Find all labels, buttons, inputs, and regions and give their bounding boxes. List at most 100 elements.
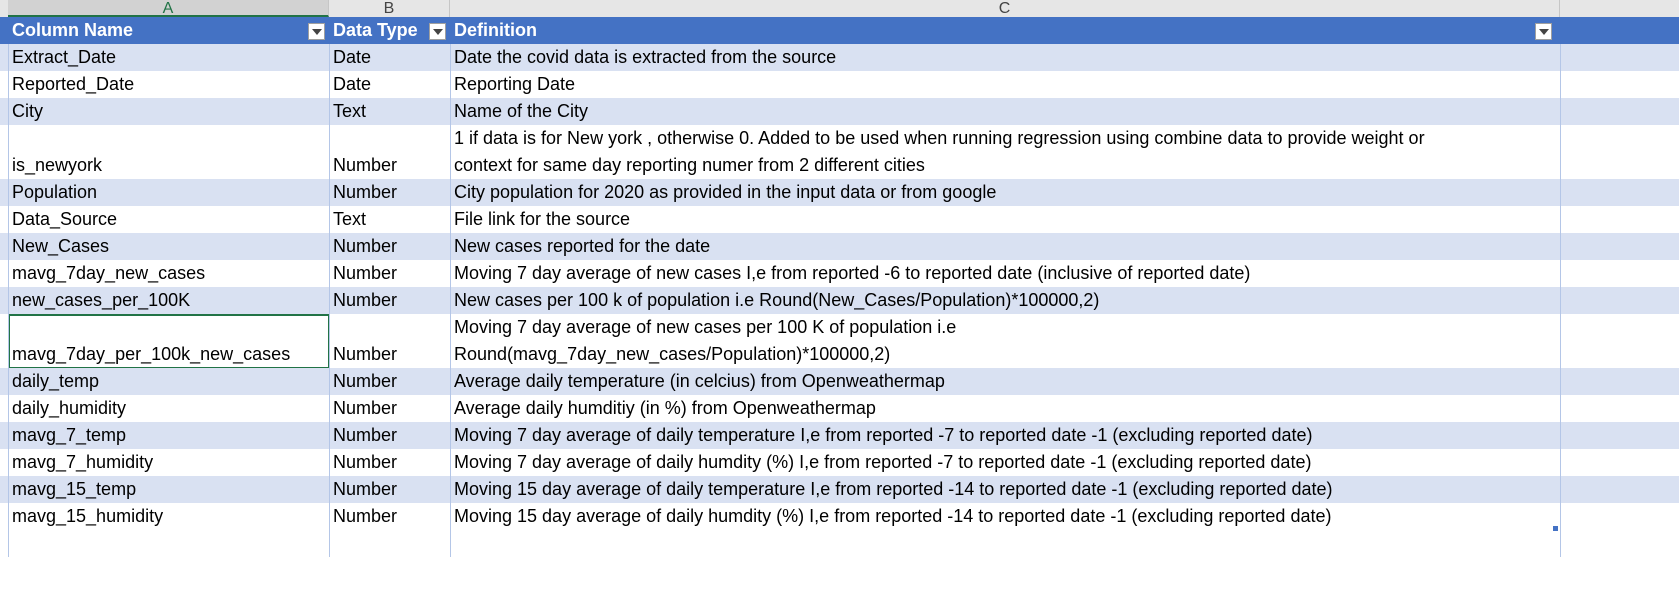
cell-column-name[interactable]: Extract_Date xyxy=(12,47,117,67)
cell-data-type[interactable]: Number xyxy=(333,290,398,310)
table-row: Data_Source Text File link for the source xyxy=(0,206,1679,233)
cell-data-type[interactable]: Number xyxy=(333,425,398,445)
cell-data-type[interactable]: Number xyxy=(333,506,398,526)
cell-definition[interactable]: Moving 7 day average of daily temperatur… xyxy=(450,422,1560,449)
cell-column-name[interactable]: mavg_15_humidity xyxy=(12,506,164,526)
cell-definition[interactable]: Moving 7 day average of new cases per 10… xyxy=(450,314,1560,368)
cell-column-name[interactable]: daily_temp xyxy=(12,371,100,391)
definition-line: New cases reported for the date xyxy=(454,236,711,256)
table-row: mavg_15_temp Number Moving 15 day average … xyxy=(0,476,1679,503)
table-row: Extract_Date Date Date the covid data is e… xyxy=(0,44,1679,71)
table-header-row: Column Name Data Type Definition xyxy=(0,17,1679,44)
cell-column-name[interactable]: daily_humidity xyxy=(12,398,127,418)
cell-definition[interactable]: City population for 2020 as provided in … xyxy=(450,179,1560,206)
definition-line: Moving 15 day average of daily humdity (… xyxy=(454,506,1332,526)
cell-definition[interactable]: Moving 7 day average of daily humdity (%… xyxy=(450,449,1560,476)
cell-column-name[interactable]: is_newyork xyxy=(12,155,103,175)
header-cell-data-type[interactable]: Data Type xyxy=(333,20,418,40)
cell-data-type[interactable]: Text xyxy=(333,209,367,229)
definition-line: Reporting Date xyxy=(454,74,576,94)
definition-line: 1 if data is for New york , otherwise 0.… xyxy=(454,128,1425,148)
column-gridline xyxy=(1560,44,1561,557)
definition-line: Name of the City xyxy=(454,101,589,121)
cell-column-name[interactable]: City xyxy=(12,101,43,121)
table-row: daily_humidity Number Average daily humdit… xyxy=(0,395,1679,422)
cell-data-type[interactable]: Number xyxy=(333,479,398,499)
definition-line: City population for 2020 as provided in … xyxy=(454,182,997,202)
column-header-b[interactable]: B xyxy=(329,0,450,17)
cell-column-name[interactable]: Population xyxy=(12,182,98,202)
cell-data-type[interactable]: Number xyxy=(333,398,398,418)
cell-data-type[interactable]: Number xyxy=(333,182,398,202)
definition-line: New cases per 100 k of population i.e Ro… xyxy=(454,290,1100,310)
table-row: Reported_Date Date Reporting Date xyxy=(0,71,1679,98)
table-resize-handle[interactable] xyxy=(1553,526,1558,531)
cell-definition[interactable]: Reporting Date xyxy=(450,71,1560,98)
cell-data-type[interactable]: Number xyxy=(333,236,398,256)
cell-definition[interactable]: Average daily temperature (in celcius) f… xyxy=(450,368,1560,395)
definition-line: Average daily humditiy (in %) from Openw… xyxy=(454,398,876,418)
table-row: mavg_7_humidity Number Moving 7 day averag… xyxy=(0,449,1679,476)
cell-column-name[interactable]: Reported_Date xyxy=(12,74,135,94)
definition-line: Date the covid data is extracted from th… xyxy=(454,47,837,67)
definition-line: Moving 7 day average of daily temperatur… xyxy=(454,425,1313,445)
table-row: mavg_7_temp Number Moving 7 day average of… xyxy=(0,422,1679,449)
cell-definition[interactable]: Average daily humditiy (in %) from Openw… xyxy=(450,395,1560,422)
cell-column-name[interactable]: mavg_7_temp xyxy=(12,425,127,445)
filter-dropdown-icon[interactable] xyxy=(429,23,446,40)
column-header-c[interactable]: C xyxy=(450,0,1560,17)
cell-column-name[interactable]: new_cases_per_100K xyxy=(12,290,191,310)
cell-data-type[interactable]: Date xyxy=(333,74,372,94)
cell-column-name[interactable]: mavg_7day_new_cases xyxy=(12,263,206,283)
cell-definition[interactable]: New cases per 100 k of population i.e Ro… xyxy=(450,287,1560,314)
table-row: mavg_7day_per_100k_new_cases Number Moving… xyxy=(0,314,1679,368)
definition-line: Moving 7 day average of new cases I,e fr… xyxy=(454,263,1251,283)
column-gridline xyxy=(8,44,9,557)
table-row: mavg_15_humidity Number Moving 15 day aver… xyxy=(0,503,1679,530)
cell-definition[interactable]: Date the covid data is extracted from th… xyxy=(450,44,1560,71)
cell-definition[interactable]: Moving 15 day average of daily humdity (… xyxy=(450,503,1560,530)
cell-column-name[interactable]: mavg_15_temp xyxy=(12,479,137,499)
cell-definition[interactable]: Moving 15 day average of daily temperatu… xyxy=(450,476,1560,503)
filter-dropdown-icon[interactable] xyxy=(308,23,325,40)
cell-data-type[interactable]: Number xyxy=(333,344,398,364)
table-row: new_cases_per_100K Number New cases per 10… xyxy=(0,287,1679,314)
table-row: is_newyork Number 1 if data is for New yor… xyxy=(0,125,1679,179)
cell-data-type[interactable]: Number xyxy=(333,155,398,175)
cell-definition[interactable]: 1 if data is for New york , otherwise 0.… xyxy=(450,125,1560,179)
table-row: daily_temp Number Average daily temperatur… xyxy=(0,368,1679,395)
table-row: New_Cases Number New cases reported for th… xyxy=(0,233,1679,260)
definition-line: context for same day reporting numer fro… xyxy=(454,155,925,175)
table-row: Population Number City population for 2020… xyxy=(0,179,1679,206)
cell-definition[interactable]: New cases reported for the date xyxy=(450,233,1560,260)
filter-dropdown-icon[interactable] xyxy=(1535,23,1552,40)
cell-data-type[interactable]: Text xyxy=(333,101,367,121)
header-cell-column-name[interactable]: Column Name xyxy=(12,20,134,40)
cell-column-name[interactable]: Data_Source xyxy=(12,209,118,229)
definition-line: Round(mavg_7day_new_cases/Population)*10… xyxy=(454,344,891,364)
table-row: mavg_7day_new_cases Number Moving 7 day av… xyxy=(0,260,1679,287)
column-gridline xyxy=(450,44,451,557)
column-header-bar: A B C xyxy=(0,0,1679,18)
column-header-a[interactable]: A xyxy=(8,0,329,17)
cell-definition[interactable]: Moving 7 day average of new cases I,e fr… xyxy=(450,260,1560,287)
cell-data-type[interactable]: Number xyxy=(333,371,398,391)
cell-column-name[interactable]: New_Cases xyxy=(12,236,110,256)
cell-data-type[interactable]: Number xyxy=(333,263,398,283)
definition-line: File link for the source xyxy=(454,209,631,229)
cell-definition[interactable]: Name of the City xyxy=(450,98,1560,125)
definition-line: Moving 15 day average of daily temperatu… xyxy=(454,479,1333,499)
header-cell-definition[interactable]: Definition xyxy=(454,20,537,40)
definition-line: Moving 7 day average of daily humdity (%… xyxy=(454,452,1312,472)
cell-column-name[interactable]: mavg_7day_per_100k_new_cases xyxy=(12,344,291,364)
definition-line: Average daily temperature (in celcius) f… xyxy=(454,371,945,391)
definition-line: Moving 7 day average of new cases per 10… xyxy=(454,317,957,337)
cell-definition[interactable]: File link for the source xyxy=(450,206,1560,233)
cell-data-type[interactable]: Date xyxy=(333,47,372,67)
cell-column-name[interactable]: mavg_7_humidity xyxy=(12,452,154,472)
cell-data-type[interactable]: Number xyxy=(333,452,398,472)
column-gridline xyxy=(329,44,330,557)
empty-row[interactable] xyxy=(0,530,1679,557)
table-row: City Text Name of the City xyxy=(0,98,1679,125)
